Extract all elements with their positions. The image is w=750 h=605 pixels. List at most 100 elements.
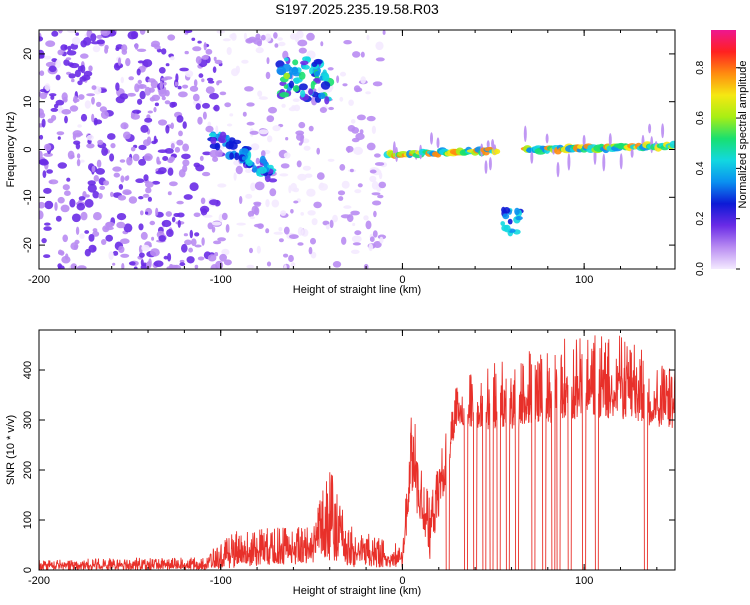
noise-blob <box>96 101 102 107</box>
noise-blob <box>343 205 352 209</box>
noise-blob <box>319 107 327 113</box>
noise-blob <box>60 204 70 213</box>
noise-blob <box>75 32 79 36</box>
burst-blob <box>291 66 299 75</box>
noise-blob <box>191 238 197 246</box>
noise-blob <box>277 37 283 41</box>
noise-blob <box>72 98 80 103</box>
noise-blob <box>58 249 63 256</box>
noise-blob <box>55 74 61 81</box>
burst-blob <box>302 64 310 70</box>
noise-blob <box>192 46 202 52</box>
noise-blob <box>236 222 246 226</box>
noise-blob <box>189 85 199 92</box>
noise-blob <box>290 182 297 192</box>
noise-blob <box>39 36 44 42</box>
colorbar-tick-label: 0.2 <box>695 211 706 225</box>
spectrogram-xtick-label: -200 <box>28 274 50 286</box>
noise-blob <box>352 222 356 227</box>
noise-blob <box>215 260 224 269</box>
noise-blob <box>44 143 52 152</box>
noise-blob <box>372 81 383 87</box>
noise-blob <box>57 196 65 204</box>
trail-blob <box>239 148 249 155</box>
noise-blob <box>254 206 260 216</box>
noise-blob <box>203 42 207 51</box>
noise-blob <box>318 183 329 191</box>
signal-smear <box>556 161 560 178</box>
noise-blob <box>145 211 149 215</box>
noise-blob <box>340 214 351 219</box>
noise-blob <box>209 149 219 158</box>
noise-blob <box>140 124 149 133</box>
noise-blob <box>169 264 174 269</box>
trail-blob <box>234 152 240 161</box>
noise-blob <box>126 175 130 181</box>
noise-blob <box>298 47 307 54</box>
noise-blob <box>165 63 170 67</box>
signal-smear <box>602 153 606 172</box>
noise-blob <box>158 67 166 74</box>
noise-blob <box>116 221 126 229</box>
noise-blob <box>155 207 159 216</box>
noise-blob <box>209 92 219 100</box>
noise-blob <box>350 249 360 254</box>
noise-blob <box>55 215 62 222</box>
noise-blob <box>120 122 129 130</box>
noise-blob <box>164 148 174 154</box>
noise-blob <box>134 83 140 93</box>
noise-blob <box>229 113 234 117</box>
noise-blob <box>184 30 193 33</box>
noise-blob <box>76 153 81 159</box>
signal-smear <box>523 125 527 142</box>
noise-blob <box>201 237 205 246</box>
noise-blob <box>167 191 172 196</box>
noise-blob <box>182 84 189 89</box>
noise-blob <box>252 37 263 45</box>
noise-blob <box>207 254 217 262</box>
noise-blob <box>75 142 81 150</box>
colorbar-gradient <box>711 30 736 269</box>
spectrogram-ylabel: Frequency (Hz) <box>5 112 17 188</box>
noise-blob <box>139 90 146 100</box>
noise-blob <box>101 239 107 245</box>
noise-blob <box>197 40 202 44</box>
noise-blob <box>71 213 81 223</box>
burst-blob <box>314 70 321 77</box>
noise-blob <box>377 194 384 199</box>
noise-blob <box>143 174 149 182</box>
noise-blob <box>98 193 103 199</box>
noise-blob <box>355 87 363 92</box>
noise-blob <box>205 86 215 94</box>
noise-blob <box>92 231 100 237</box>
noise-blob <box>199 155 204 161</box>
noise-blob <box>66 30 77 34</box>
noise-blob <box>91 165 96 173</box>
noise-blob <box>250 143 260 151</box>
burst-blob <box>300 60 309 66</box>
noise-blob <box>158 235 166 242</box>
noise-blob <box>135 178 145 183</box>
noise-blob <box>278 227 283 232</box>
noise-blob <box>121 263 125 269</box>
snr-ytick-label: 200 <box>22 461 34 479</box>
noise-blob <box>39 88 47 93</box>
noise-blob <box>316 147 321 155</box>
noise-blob <box>371 125 376 134</box>
noise-blob <box>290 209 294 214</box>
noise-blob <box>182 121 187 129</box>
noise-blob <box>115 82 120 91</box>
burst-blob <box>288 80 295 89</box>
signal-smear <box>608 133 612 147</box>
noise-blob <box>194 244 202 248</box>
trail-blob <box>229 152 235 160</box>
signal-smear <box>430 132 433 145</box>
noise-blob <box>121 44 128 52</box>
noise-blob <box>86 93 95 97</box>
noise-blob <box>375 57 385 62</box>
noise-blob <box>197 116 203 125</box>
noise-blob <box>244 86 254 92</box>
noise-blob <box>54 201 58 211</box>
noise-blob <box>48 179 59 185</box>
